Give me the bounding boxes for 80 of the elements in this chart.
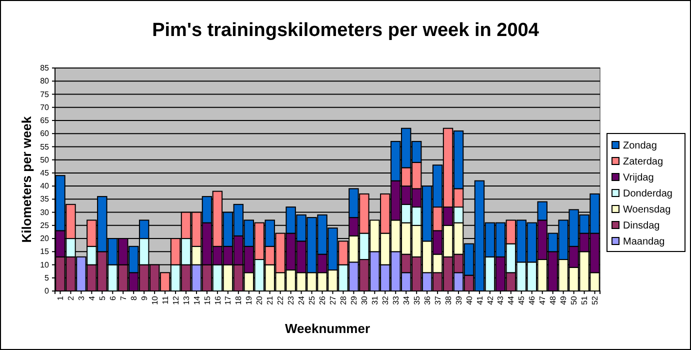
x-tick-label: 19 bbox=[244, 295, 254, 305]
x-tick-label: 45 bbox=[517, 295, 526, 305]
x-tick-label: 24 bbox=[297, 295, 306, 305]
legend-label: Vrijdag bbox=[623, 172, 654, 184]
x-tick-label: 39 bbox=[454, 295, 464, 305]
y-axis-title: Kilometers per week bbox=[19, 116, 34, 243]
x-tick-label: 51 bbox=[580, 295, 590, 305]
legend-label: Donderdag bbox=[623, 188, 672, 200]
x-tick-label: 47 bbox=[538, 295, 548, 305]
x-tick-label: 37 bbox=[433, 295, 442, 305]
x-tick-label: 32 bbox=[380, 295, 390, 305]
x-tick-label: 15 bbox=[202, 295, 212, 305]
x-tick-label: 41 bbox=[475, 295, 484, 305]
x-tick-label: 14 bbox=[192, 295, 202, 305]
y-tick-label: 65 bbox=[40, 116, 50, 126]
x-tick-label: 9 bbox=[140, 295, 149, 300]
x-tick-label: 18 bbox=[234, 295, 244, 305]
x-tick-label: 6 bbox=[108, 295, 118, 300]
x-tick-label: 12 bbox=[171, 295, 180, 305]
x-tick-label: 16 bbox=[213, 295, 222, 305]
x-tick-label: 21 bbox=[266, 295, 275, 305]
x-tick-label: 30 bbox=[360, 295, 369, 305]
y-tick-label: 5 bbox=[44, 273, 50, 282]
x-tick-label: 34 bbox=[402, 295, 411, 305]
y-tick-label: 70 bbox=[40, 102, 50, 112]
x-tick-label: 49 bbox=[559, 295, 568, 305]
y-tick-label: 20 bbox=[40, 234, 50, 244]
x-tick-label: 2 bbox=[66, 295, 76, 300]
y-tick-label: 45 bbox=[40, 168, 50, 178]
x-tick-label: 46 bbox=[528, 295, 537, 305]
x-tick-label: 3 bbox=[77, 295, 86, 300]
x-tick-label: 23 bbox=[286, 295, 296, 305]
x-tick-label: 31 bbox=[370, 295, 380, 305]
x-tick-label: 42 bbox=[486, 295, 495, 305]
x-tick-label: 26 bbox=[318, 295, 328, 305]
x-tick-label: 50 bbox=[570, 295, 579, 305]
legend-label: Zondag bbox=[623, 140, 657, 152]
x-tick-label: 29 bbox=[350, 295, 358, 305]
y-tick-label: 55 bbox=[40, 142, 50, 152]
x-tick-label: 40 bbox=[464, 295, 474, 305]
x-tick-label: 4 bbox=[87, 295, 96, 300]
x-tick-label: 33 bbox=[391, 295, 400, 305]
chart-title: Pim's trainingskilometers per week in 2004 bbox=[152, 20, 540, 41]
y-tick-label: 10 bbox=[40, 260, 50, 270]
y-tick-label: 60 bbox=[40, 129, 50, 138]
y-tick-label: 40 bbox=[40, 182, 50, 191]
x-tick-label: 11 bbox=[160, 295, 170, 304]
legend-label: Dinsdag bbox=[623, 220, 660, 232]
y-tick-label: 85 bbox=[40, 64, 50, 73]
x-tick-label: 1 bbox=[56, 295, 66, 300]
x-tick-label: 27 bbox=[328, 295, 338, 305]
x-tick-label: 36 bbox=[422, 295, 432, 305]
x-tick-label: 8 bbox=[129, 295, 138, 300]
x-tick-label: 38 bbox=[444, 295, 453, 305]
y-tick-label: 50 bbox=[40, 155, 50, 164]
y-tick-label: 0 bbox=[44, 286, 50, 296]
x-axis-title: Weeknummer bbox=[284, 321, 370, 336]
x-tick-label: 22 bbox=[276, 295, 286, 305]
x-tick-label: 44 bbox=[506, 295, 516, 305]
x-tick-label: 17 bbox=[224, 295, 233, 305]
legend-label: Maandag bbox=[623, 236, 665, 248]
legend-label: Zaterdag bbox=[623, 156, 664, 168]
x-tick-label: 48 bbox=[548, 295, 558, 305]
x-tick-label: 10 bbox=[150, 295, 160, 305]
x-tick-label: 43 bbox=[496, 295, 506, 305]
legend-label: Woensdag bbox=[623, 204, 671, 216]
y-tick-label: 15 bbox=[40, 247, 50, 256]
x-tick-label: 20 bbox=[255, 295, 264, 305]
x-tick-label: 28 bbox=[339, 295, 348, 305]
y-tick-label: 30 bbox=[40, 208, 50, 217]
y-tick-label: 35 bbox=[40, 194, 50, 204]
y-tick-label: 25 bbox=[40, 220, 50, 230]
x-tick-label: 25 bbox=[308, 295, 317, 305]
x-tick-label: 7 bbox=[118, 295, 128, 300]
x-tick-label: 52 bbox=[590, 295, 600, 305]
x-tick-label: 35 bbox=[412, 295, 422, 305]
y-tick-label: 75 bbox=[40, 90, 50, 99]
x-tick-label: 5 bbox=[98, 295, 107, 300]
x-tick-label: 13 bbox=[182, 295, 191, 305]
y-tick-label: 80 bbox=[40, 76, 50, 86]
